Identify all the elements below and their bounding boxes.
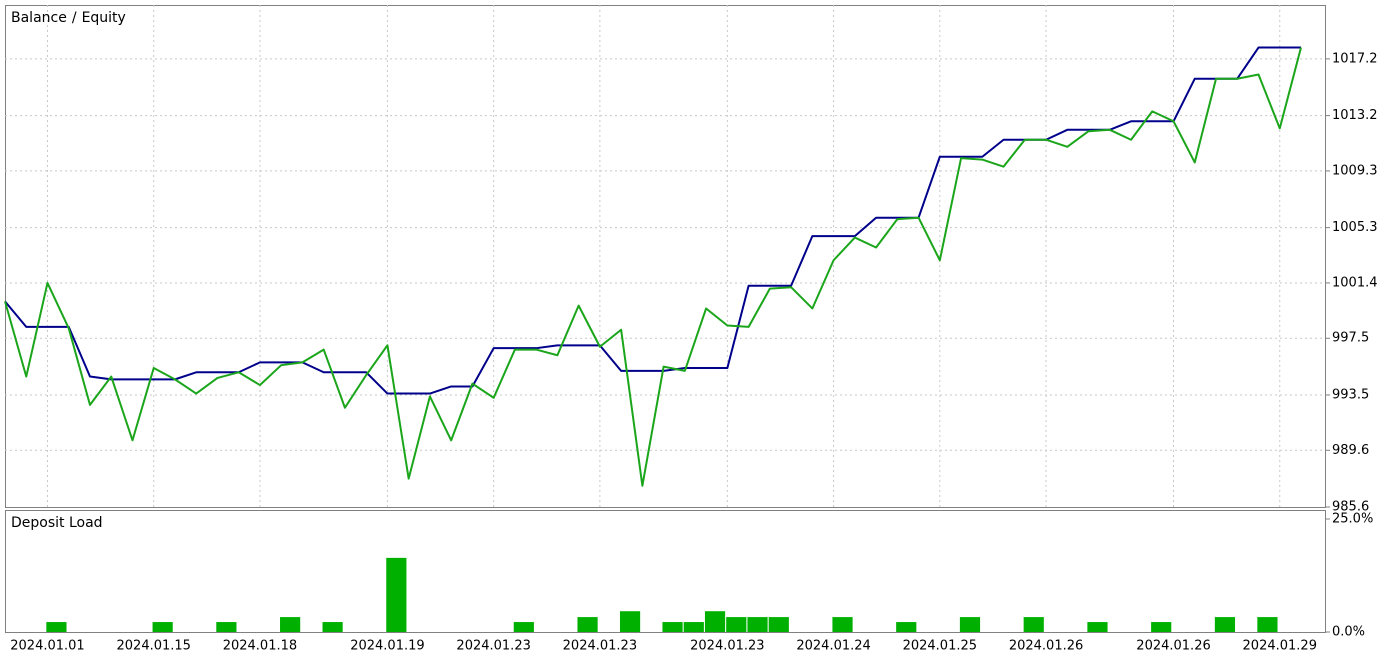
x-tick-label: 2024.01.23	[563, 639, 637, 654]
bar	[322, 622, 343, 632]
bar	[1214, 617, 1236, 632]
bar	[280, 617, 301, 632]
x-tick-label: 2024.01.01	[10, 639, 84, 654]
bar	[619, 611, 641, 632]
bar	[832, 617, 853, 632]
x-tick-label: 2024.01.26	[1136, 639, 1210, 654]
bar	[726, 617, 747, 632]
y-tick-label: 0.0%	[1332, 625, 1365, 640]
load-panel	[5, 510, 1326, 633]
x-tick-label: 2024.01.23	[456, 639, 530, 654]
bar	[768, 617, 789, 632]
y-tick-label: 1005.3	[1332, 220, 1378, 235]
y-tick-label: 989.6	[1332, 443, 1369, 458]
legend-entry: Equity	[82, 10, 126, 26]
x-tick-label: 2024.01.18	[223, 639, 297, 654]
bar	[1087, 622, 1108, 632]
x-tick-label: 2024.01.26	[1009, 639, 1083, 654]
x-tick-label: 2024.01.24	[796, 639, 870, 654]
x-tick-label: 2024.01.25	[903, 639, 977, 654]
bar	[46, 622, 67, 632]
y-tick-label: 997.5	[1332, 331, 1369, 346]
bar	[216, 622, 237, 632]
bar	[1151, 622, 1172, 632]
bar	[513, 622, 534, 632]
bar	[747, 617, 768, 632]
bar	[152, 622, 173, 632]
series-line	[4, 47, 1302, 487]
y-tick-label: 985.6	[1332, 500, 1369, 515]
bar	[1023, 617, 1044, 632]
series-line	[4, 46, 1301, 395]
y-tick-label: 1009.3	[1332, 163, 1378, 178]
x-tick-label: 2024.01.19	[350, 639, 424, 654]
bar	[386, 557, 407, 632]
bar	[683, 622, 704, 632]
bar	[577, 617, 598, 632]
y-tick-label: 1001.4	[1332, 275, 1378, 290]
bar	[896, 622, 917, 632]
x-tick-label: 2024.01.15	[117, 639, 191, 654]
y-tick-label: 993.5	[1332, 387, 1369, 402]
bar	[959, 617, 981, 632]
bar	[1257, 617, 1278, 632]
panel-title: Deposit Load	[11, 515, 103, 531]
y-tick-label: 25.0%	[1332, 512, 1373, 527]
bar	[662, 622, 683, 632]
legend-entry: Balance	[11, 10, 67, 26]
legend-entry: /	[72, 10, 77, 26]
y-tick-label: 1017.2	[1332, 51, 1378, 66]
main-panel	[5, 5, 1326, 508]
x-tick-label: 2024.01.23	[690, 639, 764, 654]
x-tick-label: 2024.01.29	[1243, 639, 1317, 654]
y-tick-label: 1013.2	[1332, 108, 1378, 123]
bar	[704, 611, 726, 632]
